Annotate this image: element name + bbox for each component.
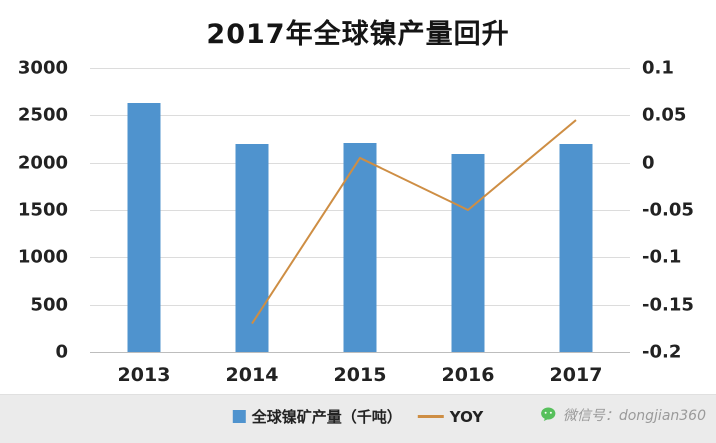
legend: 全球镍矿产量（千吨） YOY — [232, 406, 484, 427]
bar-legend-swatch — [232, 410, 246, 423]
bar-2015 — [343, 142, 377, 352]
x-axis-tick: 2016 — [441, 364, 495, 386]
right-axis-tick: -0.1 — [642, 246, 682, 268]
x-axis-labels: 2013 2014 2015 2016 2017 — [90, 364, 630, 390]
left-axis-tick: 1000 — [17, 246, 68, 268]
wechat-label: 微信号：dongjian360 — [562, 408, 706, 424]
left-axis-tick: 2500 — [17, 104, 68, 126]
x-axis-tick: 2015 — [333, 364, 387, 386]
gridline — [90, 68, 630, 69]
right-axis-tick: -0.05 — [642, 199, 694, 221]
gridline — [90, 115, 630, 117]
legend-item-line: YOY — [417, 407, 484, 426]
x-axis-tick: 2017 — [549, 364, 603, 386]
line-legend-label: YOY — [449, 407, 484, 426]
right-axis-tick: 0 — [642, 152, 655, 174]
right-axis-tick: 0.1 — [642, 57, 674, 79]
bar-2016 — [451, 154, 485, 352]
line-series — [90, 68, 630, 352]
x-axis-tick: 2013 — [117, 364, 171, 386]
line-legend-swatch — [417, 415, 444, 418]
right-axis-tick: 0.05 — [642, 104, 687, 126]
left-axis-tick: 1500 — [17, 199, 68, 221]
plot-area — [90, 68, 630, 353]
left-axis-tick: 3000 — [17, 57, 68, 79]
left-axis-tick: 0 — [55, 341, 68, 363]
right-axis-labels: 0.1 0.05 0 -0.05 -0.1 -0.15 -0.2 — [638, 58, 708, 363]
bar-series — [90, 68, 630, 352]
bar-2013 — [127, 103, 161, 352]
left-axis-tick: 2000 — [17, 152, 68, 174]
bar-2017 — [559, 143, 593, 352]
gridline — [90, 352, 630, 353]
bar-2014 — [235, 143, 269, 352]
chart-title: 2017年全球镍产量回升 — [206, 19, 510, 50]
footer-strip: 全球镍矿产量（千吨） YOY 微信号：dongjian360 — [0, 394, 716, 443]
legend-item-bar: 全球镍矿产量（千吨） — [232, 406, 402, 427]
wechat-tag: 微信号：dongjian360 — [540, 405, 706, 425]
right-axis-tick: -0.15 — [642, 294, 694, 316]
left-axis-tick: 500 — [30, 294, 68, 316]
left-axis-labels: 3000 2500 2000 1500 1000 500 0 — [0, 58, 80, 363]
right-axis-tick: -0.2 — [642, 341, 682, 363]
wechat-icon — [540, 407, 556, 421]
bar-legend-label: 全球镍矿产量（千吨） — [251, 408, 402, 426]
x-axis-tick: 2014 — [225, 364, 279, 386]
